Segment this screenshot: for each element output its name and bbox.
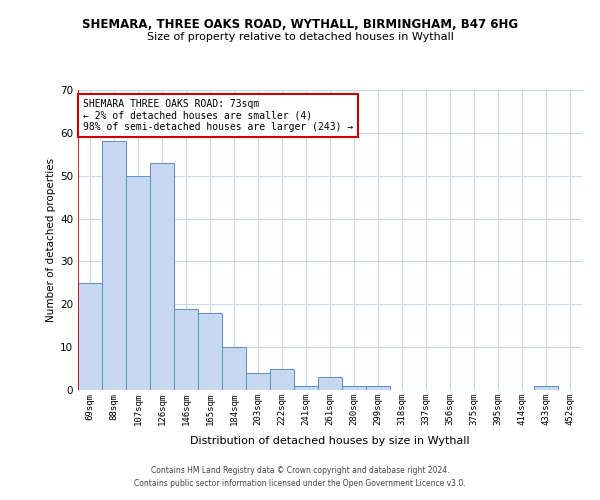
Bar [366,386,390,390]
Bar [534,386,558,390]
Bar [342,386,366,390]
Bar [294,386,318,390]
Bar [198,313,222,390]
Bar [150,163,174,390]
Bar [222,347,246,390]
Bar [246,373,270,390]
Text: SHEMARA, THREE OAKS ROAD, WYTHALL, BIRMINGHAM, B47 6HG: SHEMARA, THREE OAKS ROAD, WYTHALL, BIRMI… [82,18,518,30]
Bar [318,377,342,390]
Text: SHEMARA THREE OAKS ROAD: 73sqm
← 2% of detached houses are smaller (4)
98% of se: SHEMARA THREE OAKS ROAD: 73sqm ← 2% of d… [83,99,353,132]
Bar [270,368,294,390]
X-axis label: Distribution of detached houses by size in Wythall: Distribution of detached houses by size … [190,436,470,446]
Bar [126,176,150,390]
Text: Contains HM Land Registry data © Crown copyright and database right 2024.
Contai: Contains HM Land Registry data © Crown c… [134,466,466,487]
Text: Size of property relative to detached houses in Wythall: Size of property relative to detached ho… [146,32,454,42]
Bar [102,142,126,390]
Bar [174,308,198,390]
Bar [78,283,102,390]
Y-axis label: Number of detached properties: Number of detached properties [46,158,56,322]
